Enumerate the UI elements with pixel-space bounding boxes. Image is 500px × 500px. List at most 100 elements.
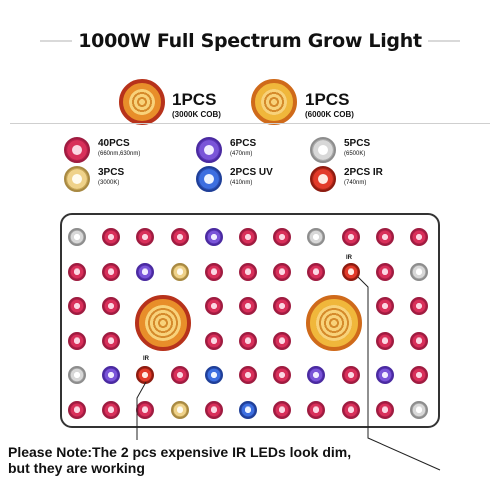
legend-count: 5PCS bbox=[344, 138, 371, 149]
panel-led-red bbox=[375, 331, 394, 350]
panel-led-red bbox=[273, 366, 292, 384]
legend-desc: (660nm,630nm) bbox=[98, 151, 141, 157]
legend-desc: (740nm) bbox=[344, 180, 367, 186]
panel-led-white bbox=[410, 262, 428, 281]
legend-desc: (6500K) bbox=[344, 151, 366, 157]
panel-led-red bbox=[102, 297, 121, 315]
panel-led-white bbox=[307, 228, 326, 246]
warm-cob-icon bbox=[119, 79, 165, 125]
panel-led-white bbox=[68, 228, 86, 246]
panel-led-red bbox=[68, 297, 86, 315]
panel-led-red bbox=[102, 331, 121, 350]
panel-led-red bbox=[68, 400, 86, 419]
legend-count: 40PCS bbox=[98, 138, 130, 149]
panel-led-uv bbox=[204, 366, 223, 384]
cob-2-label: 1PCS (6000K COB) bbox=[305, 90, 354, 119]
panel-led-red bbox=[239, 228, 257, 246]
panel-led-red bbox=[239, 297, 257, 315]
panel-led-red bbox=[375, 228, 394, 246]
divider bbox=[10, 123, 490, 124]
title-bar: 1000W Full Spectrum Grow Light bbox=[0, 30, 500, 52]
panel-led-blue bbox=[375, 366, 394, 384]
panel-led-white bbox=[68, 366, 86, 384]
uv-led-icon bbox=[196, 166, 222, 192]
panel-led-white bbox=[410, 400, 428, 419]
ir-led-icon bbox=[310, 166, 336, 192]
legend-label-white: 5PCS (6500K) bbox=[344, 138, 371, 158]
legend-desc: (3000K) bbox=[98, 180, 120, 186]
panel-led-red bbox=[375, 262, 394, 281]
panel-led-red bbox=[239, 262, 257, 281]
legend-label-warm: 3PCS (3000K) bbox=[98, 167, 125, 187]
panel-led-blue bbox=[102, 366, 121, 384]
panel-led-red bbox=[170, 228, 189, 246]
panel-led-red bbox=[68, 262, 86, 281]
legend-label-red: 40PCS (660nm,630nm) bbox=[98, 138, 141, 158]
panel-led-red bbox=[273, 400, 292, 419]
ir-label-1: IR bbox=[346, 255, 352, 261]
panel-led-red bbox=[239, 331, 257, 350]
panel-led-warm bbox=[170, 400, 189, 419]
legend-label-blue: 6PCS (470nm) bbox=[230, 138, 257, 158]
panel-led-red bbox=[136, 228, 155, 246]
legend-label-ir: 2PCS IR (740nm) bbox=[344, 167, 383, 187]
legend-desc: (410nm) bbox=[230, 180, 253, 186]
panel-led-red bbox=[102, 262, 121, 281]
panel-led-red bbox=[410, 366, 428, 384]
blue-led-icon bbox=[196, 137, 222, 163]
panel-led-red bbox=[375, 400, 394, 419]
panel-led-red bbox=[410, 297, 428, 315]
panel-led-red bbox=[68, 331, 86, 350]
panel-led-red bbox=[341, 366, 360, 384]
panel-led-red bbox=[204, 297, 223, 315]
panel-led-blue bbox=[307, 366, 326, 384]
legend-count: 2PCS IR bbox=[344, 167, 383, 178]
warm-led-icon bbox=[64, 166, 90, 192]
red-led-icon bbox=[64, 137, 90, 163]
panel-led-red bbox=[273, 331, 292, 350]
panel-led-red bbox=[239, 366, 257, 384]
panel-led-warm bbox=[170, 262, 189, 281]
legend-count: 3PCS bbox=[98, 167, 125, 178]
panel-led-blue bbox=[204, 228, 223, 246]
title-right-rule bbox=[400, 40, 460, 42]
panel-led-red bbox=[102, 400, 121, 419]
legend-count: 2PCS UV bbox=[230, 167, 273, 178]
panel-led-red bbox=[307, 400, 326, 419]
panel-led-blue bbox=[136, 262, 155, 281]
panel-led-red bbox=[273, 228, 292, 246]
panel-led-red bbox=[341, 400, 360, 419]
legend-count: 6PCS bbox=[230, 138, 257, 149]
white-led-icon bbox=[310, 137, 336, 163]
panel-led-red bbox=[204, 262, 223, 281]
note-text: Please Note:The 2 pcs expensive IR LEDs … bbox=[8, 444, 478, 476]
ir-label-2: IR bbox=[143, 356, 149, 362]
panel-led-red bbox=[307, 262, 326, 281]
led-panel bbox=[60, 213, 440, 428]
panel-led-red bbox=[375, 297, 394, 315]
ir-leader-line-2 bbox=[136, 381, 147, 440]
cool-cob-icon bbox=[251, 79, 297, 125]
page-title: 1000W Full Spectrum Grow Light bbox=[0, 30, 500, 52]
panel-led-red bbox=[273, 297, 292, 315]
ir-leader-line-1 bbox=[357, 276, 441, 471]
panel-led-red bbox=[102, 228, 121, 246]
panel-led-red bbox=[410, 331, 428, 350]
panel-led-red bbox=[410, 228, 428, 246]
panel-cool-cob bbox=[305, 295, 362, 352]
panel-led-ir bbox=[341, 262, 360, 281]
panel-led-red bbox=[341, 228, 360, 246]
note-line-1: Please Note:The 2 pcs expensive IR LEDs … bbox=[8, 444, 352, 460]
title-left-rule bbox=[40, 40, 100, 42]
panel-led-red bbox=[273, 262, 292, 281]
panel-led-red bbox=[204, 400, 223, 419]
legend-label-uv: 2PCS UV (410nm) bbox=[230, 167, 273, 187]
cob-1-label: 1PCS (3000K COB) bbox=[172, 90, 221, 119]
legend-desc: (470nm) bbox=[230, 151, 253, 157]
panel-warm-cob bbox=[134, 295, 191, 352]
panel-led-uv bbox=[239, 400, 257, 419]
panel-led-red bbox=[170, 366, 189, 384]
panel-led-red bbox=[204, 331, 223, 350]
note-line-2: but they are working bbox=[8, 460, 145, 476]
